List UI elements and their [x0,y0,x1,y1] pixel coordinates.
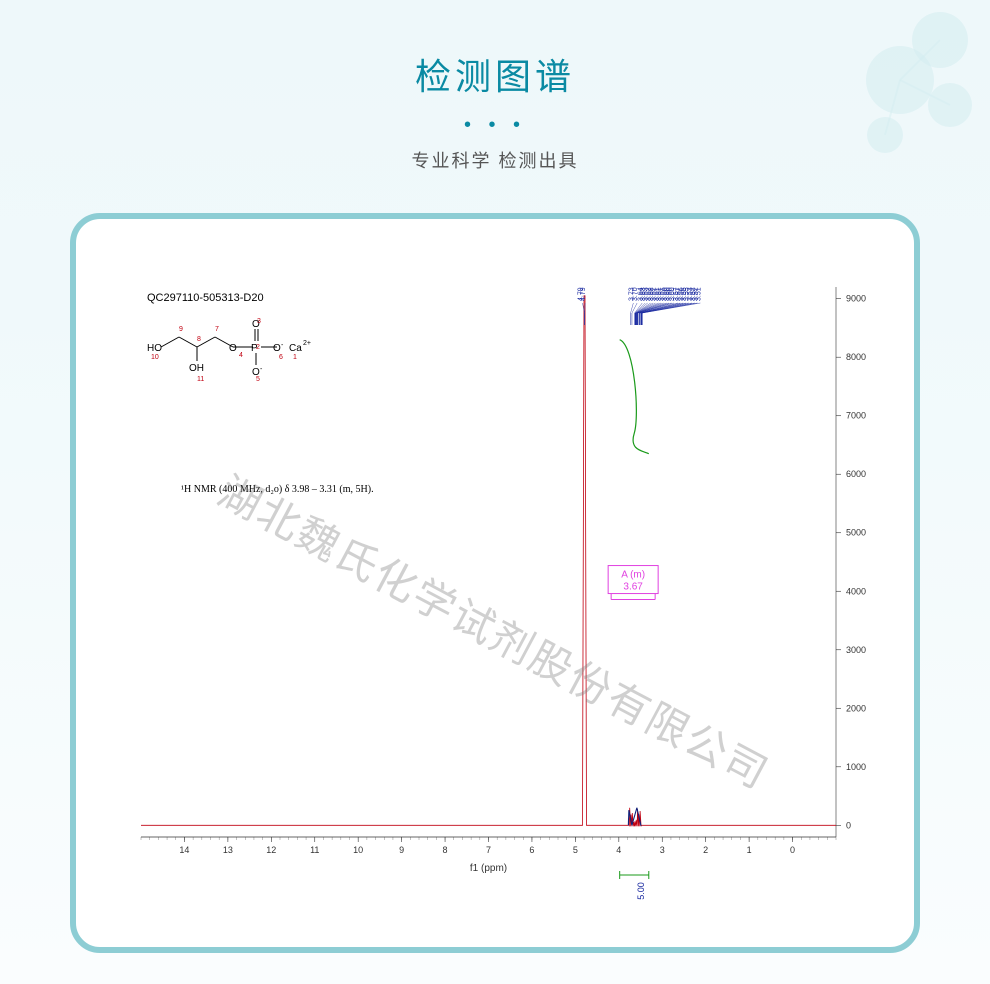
svg-text:1000: 1000 [846,762,866,772]
nmr-chart: 0100020003000400050006000700080009000141… [96,267,894,927]
svg-text:10: 10 [151,354,159,361]
svg-text:2: 2 [703,845,708,855]
svg-text:8000: 8000 [846,352,866,362]
chart-frame: 0100020003000400050006000700080009000141… [70,213,920,953]
svg-text:f1 (ppm): f1 (ppm) [470,863,507,874]
svg-text:9: 9 [179,326,183,333]
svg-text:QC297110-505313-D20: QC297110-505313-D20 [147,292,264,304]
svg-text:HO: HO [147,343,162,354]
svg-text:12: 12 [266,845,276,855]
svg-text:4: 4 [616,845,621,855]
svg-text:Ca: Ca [289,343,302,354]
svg-text:14: 14 [179,845,189,855]
svg-text:0: 0 [846,820,851,830]
svg-text:O: O [229,343,237,354]
svg-text:10: 10 [353,845,363,855]
decorative-bubbles [790,0,990,200]
svg-text:O: O [273,343,281,354]
svg-text:0: 0 [790,845,795,855]
svg-text:3: 3 [257,318,261,325]
svg-text:OH: OH [189,363,204,374]
svg-text:9000: 9000 [846,294,866,304]
svg-text:7: 7 [215,326,219,333]
svg-text:6: 6 [529,845,534,855]
svg-text:2+: 2+ [303,340,311,347]
svg-text:3.67: 3.67 [623,582,643,593]
svg-text:7: 7 [486,845,491,855]
nmr-svg: 0100020003000400050006000700080009000141… [96,267,896,907]
svg-text:¹H NMR (400 MHz, d₂o) δ 3.98 –: ¹H NMR (400 MHz, d₂o) δ 3.98 – 3.31 (m, … [181,484,374,495]
svg-text:A (m): A (m) [621,570,645,581]
svg-text:2000: 2000 [846,703,866,713]
svg-text:3.51: 3.51 [695,287,702,301]
svg-text:2: 2 [256,344,260,351]
svg-text:6: 6 [279,354,283,361]
svg-text:4: 4 [239,352,243,359]
svg-text:1: 1 [747,845,752,855]
svg-text:9: 9 [399,845,404,855]
svg-text:11: 11 [197,376,204,383]
svg-text:1: 1 [293,354,297,361]
svg-text:7000: 7000 [846,411,866,421]
svg-text:8: 8 [197,336,201,343]
svg-text:11: 11 [310,845,319,855]
svg-text:4000: 4000 [846,586,866,596]
svg-text:5000: 5000 [846,528,866,538]
svg-text:3: 3 [660,845,665,855]
svg-text:5.00: 5.00 [636,882,646,900]
svg-text:6000: 6000 [846,469,866,479]
svg-text:3000: 3000 [846,645,866,655]
svg-text:13: 13 [223,845,233,855]
svg-text:4.79: 4.79 [580,287,587,301]
svg-text:5: 5 [256,376,260,383]
svg-text:8: 8 [443,845,448,855]
svg-text:5: 5 [573,845,578,855]
